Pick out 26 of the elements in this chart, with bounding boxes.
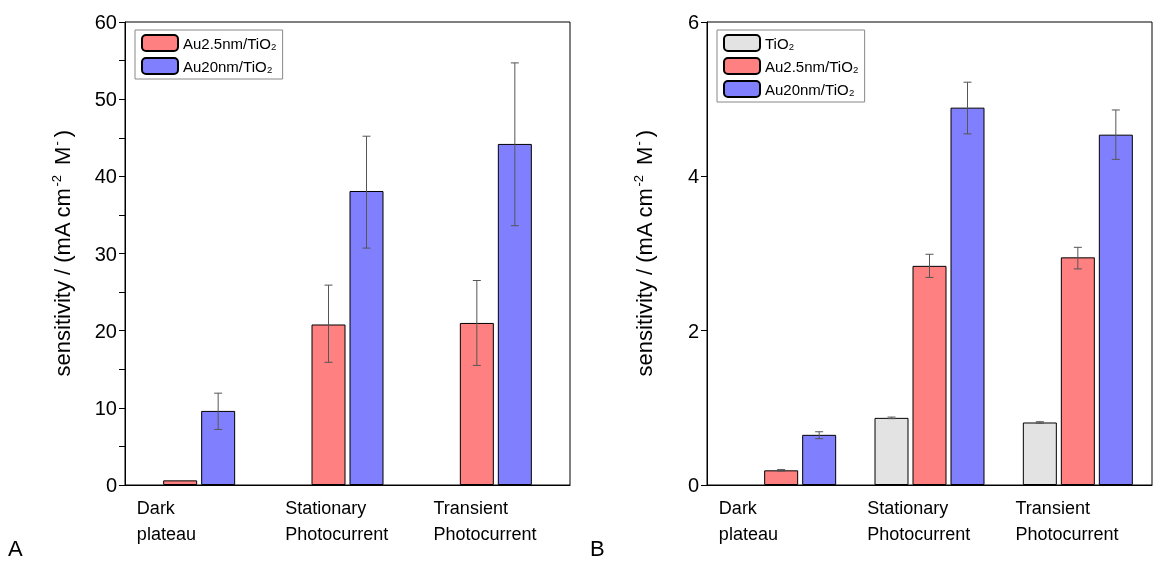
- x-tick-label: Stationary Photocurrent: [285, 498, 389, 544]
- y-tick-label: 0: [687, 474, 699, 496]
- y-tick-label: 0: [105, 474, 117, 496]
- legend-label: TiO₂: [765, 34, 795, 52]
- y-tick-label: 2: [687, 319, 699, 342]
- y-tick-label: 40: [94, 165, 117, 188]
- y-axis-title: sensitivity / (mA cm-2 M-): [631, 129, 657, 377]
- y-tick-label: 60: [94, 11, 117, 33]
- x-tick-label: Transient Photocurrent: [433, 498, 537, 544]
- y-tick-label: 30: [94, 242, 117, 265]
- legend-label: Au2.5nm/TiO₂: [765, 57, 859, 75]
- y-tick-label: 10: [94, 396, 117, 419]
- x-tick-label: Transient Photocurrent: [1015, 498, 1119, 544]
- y-axis-title: sensitivity / (mA cm-2 M-): [49, 129, 75, 377]
- y-tick-label: 20: [94, 319, 117, 342]
- text: B: [590, 535, 605, 561]
- y-tick-label: 6: [687, 11, 699, 33]
- legend-label: Au20nm/TiO₂: [765, 80, 855, 98]
- y-tick-label: 4: [687, 165, 699, 188]
- x-tick-label: Stationary Photocurrent: [867, 498, 971, 544]
- x-tick-label: Dark plateau: [718, 498, 778, 544]
- y-tick-label: 50: [94, 88, 117, 111]
- x-tick-label: Dark plateau: [136, 498, 196, 544]
- text: A: [8, 535, 23, 561]
- legend-label: Au20nm/TiO₂: [183, 57, 273, 75]
- legend-label: Au2.5nm/TiO₂: [183, 34, 277, 52]
